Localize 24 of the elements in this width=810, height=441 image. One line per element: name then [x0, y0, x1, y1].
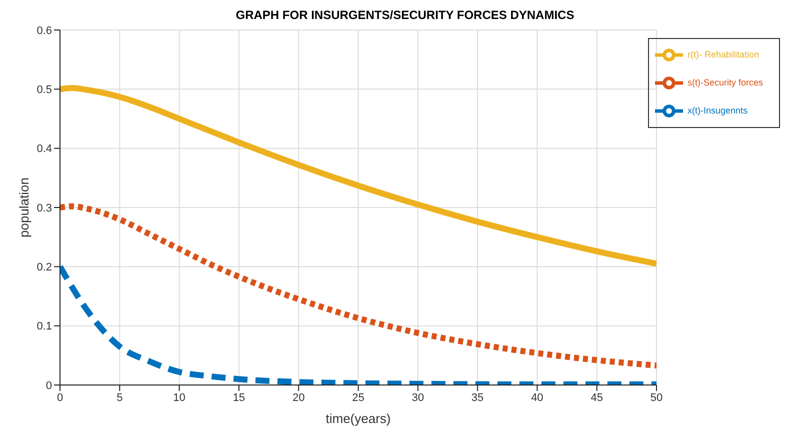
x-axis-title: time(years)	[326, 411, 391, 426]
chart-title: GRAPH FOR INSURGENTS/SECURITY FORCES DYNAMICS	[234, 8, 576, 22]
x-tick-label: 10	[173, 392, 186, 404]
x-tick-label: 35	[471, 392, 484, 404]
y-tick-label: 0.1	[36, 320, 52, 333]
x-tick-label: 45	[590, 392, 603, 404]
legend-label: x(t)-Insugennts	[687, 105, 748, 116]
x-tick-label: 30	[412, 392, 424, 404]
x-tick-label: 15	[232, 392, 246, 404]
x-tick-label: 40	[531, 392, 544, 404]
x-tick-label: 20	[292, 392, 305, 404]
y-tick-label: 0.6	[36, 24, 52, 37]
legend-label: s(t)-Security forces	[687, 77, 763, 88]
x-tick-label: 50	[650, 392, 663, 404]
x-tick-label: 0	[56, 392, 64, 404]
y-tick-label: 0.5	[36, 84, 52, 96]
legend-label: r(t)- Rehabilitation	[687, 49, 760, 60]
x-tick-label: 5	[116, 392, 123, 404]
y-tick-label: 0.3	[36, 202, 52, 214]
y-tick-label: 0.2	[36, 262, 52, 274]
y-tick-label: 0.4	[36, 143, 52, 156]
y-axis-title: population	[16, 178, 32, 238]
y-tick-label: 0	[46, 380, 52, 392]
x-tick-label: 25	[352, 392, 364, 404]
